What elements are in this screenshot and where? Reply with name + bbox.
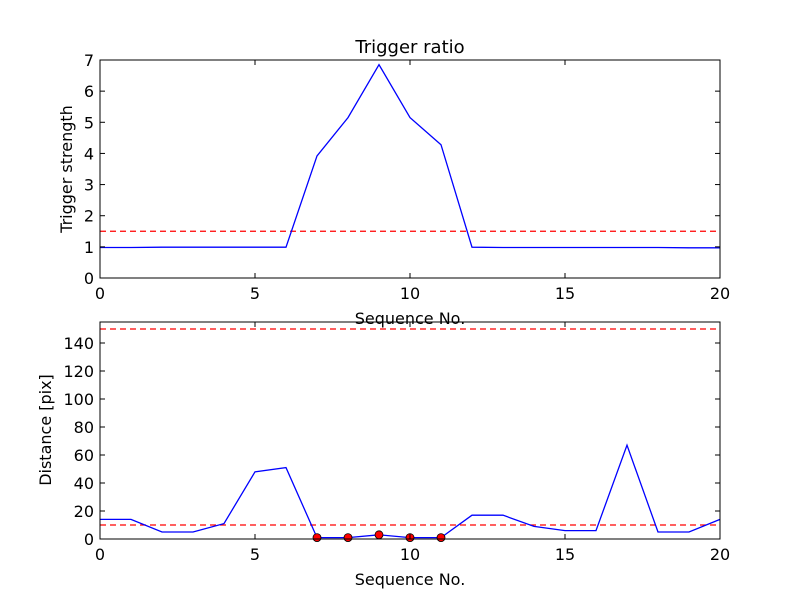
y-tick-label: 7 — [84, 51, 94, 70]
y-axis-label: Distance [pix] — [36, 374, 55, 486]
data-point-marker — [374, 530, 384, 540]
y-tick-label: 40 — [74, 474, 94, 493]
plot-area: 0 5 10 15 20 0 20 40 60 80 100 120 140 — [63, 321, 730, 564]
x-tick-label: 5 — [250, 284, 260, 303]
chart-title: Trigger ratio — [354, 37, 464, 58]
y-tick-label: 20 — [74, 502, 94, 521]
data-point-marker — [343, 533, 353, 542]
x-tick-label: 0 — [95, 284, 105, 303]
x-tick-label: 20 — [710, 284, 730, 303]
y-tick-label: 0 — [84, 269, 94, 288]
data-point-marker — [436, 533, 446, 542]
series-line — [100, 63, 720, 249]
x-tick-label: 0 — [95, 545, 105, 564]
y-tick-label: 2 — [84, 207, 94, 226]
x-axis-label: Sequence No. — [355, 309, 466, 328]
y-axis-label: Trigger strength — [57, 105, 76, 234]
y-tick-label: 3 — [84, 176, 94, 195]
y-tick-label: 1 — [84, 238, 94, 257]
x-tick-label: 15 — [555, 545, 575, 564]
y-tick-label: 140 — [63, 334, 94, 353]
y-tick-label: 80 — [74, 418, 94, 437]
chart-trigger-ratio: Trigger ratio 0 5 10 15 20 0 1 2 3 4 5 6 7 Sequence … — [57, 37, 730, 328]
plot-area: 0 5 10 15 20 0 1 2 3 4 5 6 7 — [84, 51, 730, 303]
x-tick-label: 15 — [555, 284, 575, 303]
x-tick-label: 10 — [400, 284, 420, 303]
x-tick-label: 5 — [250, 545, 260, 564]
x-axis-label: Sequence No. — [355, 570, 466, 589]
y-tick-label: 5 — [84, 113, 94, 132]
x-tick-label: 20 — [710, 545, 730, 564]
x-tick-label: 10 — [400, 545, 420, 564]
data-point-marker — [312, 533, 322, 542]
y-tick-label: 120 — [63, 362, 94, 381]
y-tick-label: 60 — [74, 446, 94, 465]
y-tick-label: 6 — [84, 82, 94, 101]
y-tick-label: 0 — [84, 530, 94, 549]
y-tick-label: 100 — [63, 390, 94, 409]
y-tick-label: 4 — [84, 144, 94, 163]
